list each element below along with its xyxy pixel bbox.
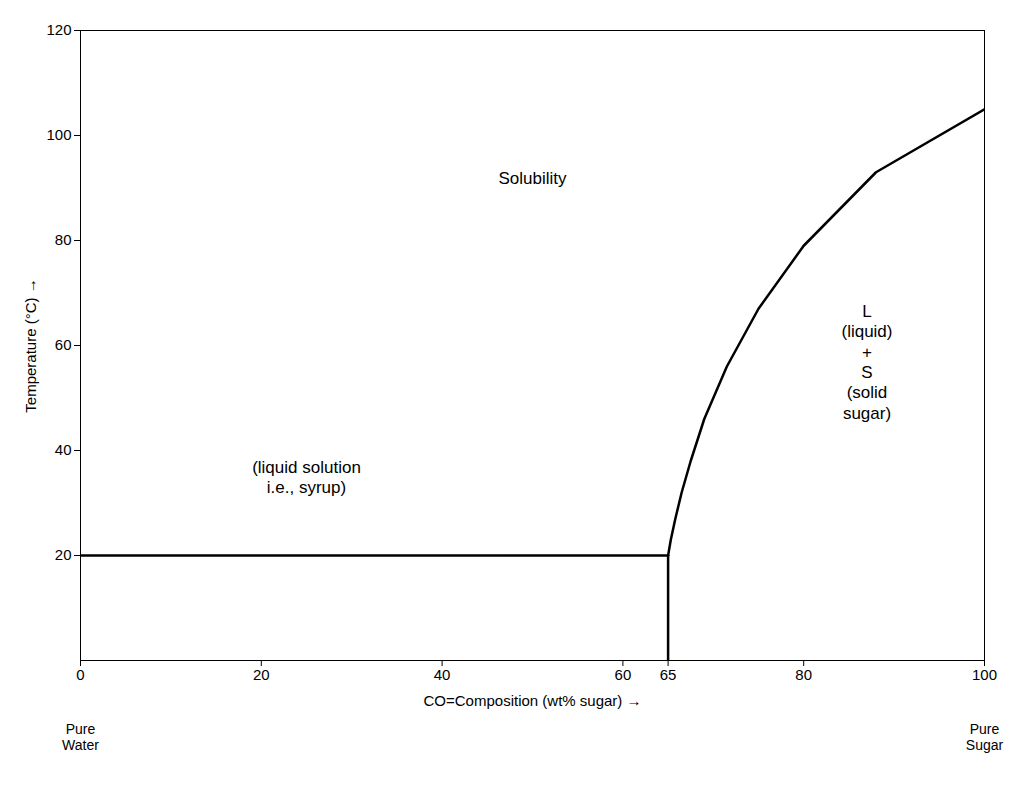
svg-text:60: 60: [55, 336, 72, 353]
svg-text:120: 120: [46, 21, 71, 38]
svg-text:0: 0: [76, 666, 84, 683]
svg-text:PureWater: PureWater: [62, 721, 99, 753]
svg-text:80: 80: [795, 666, 812, 683]
svg-text:L(liquid)+S(solidsugar): L(liquid)+S(solidsugar): [841, 302, 892, 423]
svg-text:100: 100: [46, 126, 71, 143]
svg-text:65: 65: [660, 666, 677, 683]
svg-text:20: 20: [253, 666, 270, 683]
svg-text:20: 20: [55, 546, 72, 563]
svg-text:40: 40: [434, 666, 451, 683]
svg-text:100: 100: [972, 666, 997, 683]
svg-text:Solubility: Solubility: [498, 169, 567, 188]
svg-text:(liquid solutioni.e., syrup): (liquid solutioni.e., syrup): [252, 458, 361, 497]
svg-text:60: 60: [615, 666, 632, 683]
svg-text:Temperature (°C) →: Temperature (°C) →: [22, 278, 39, 412]
svg-text:PureSugar: PureSugar: [966, 721, 1004, 753]
svg-text:40: 40: [55, 441, 72, 458]
svg-text:80: 80: [55, 231, 72, 248]
svg-text:CO=Composition (wt% sugar) →: CO=Composition (wt% sugar) →: [424, 692, 642, 709]
